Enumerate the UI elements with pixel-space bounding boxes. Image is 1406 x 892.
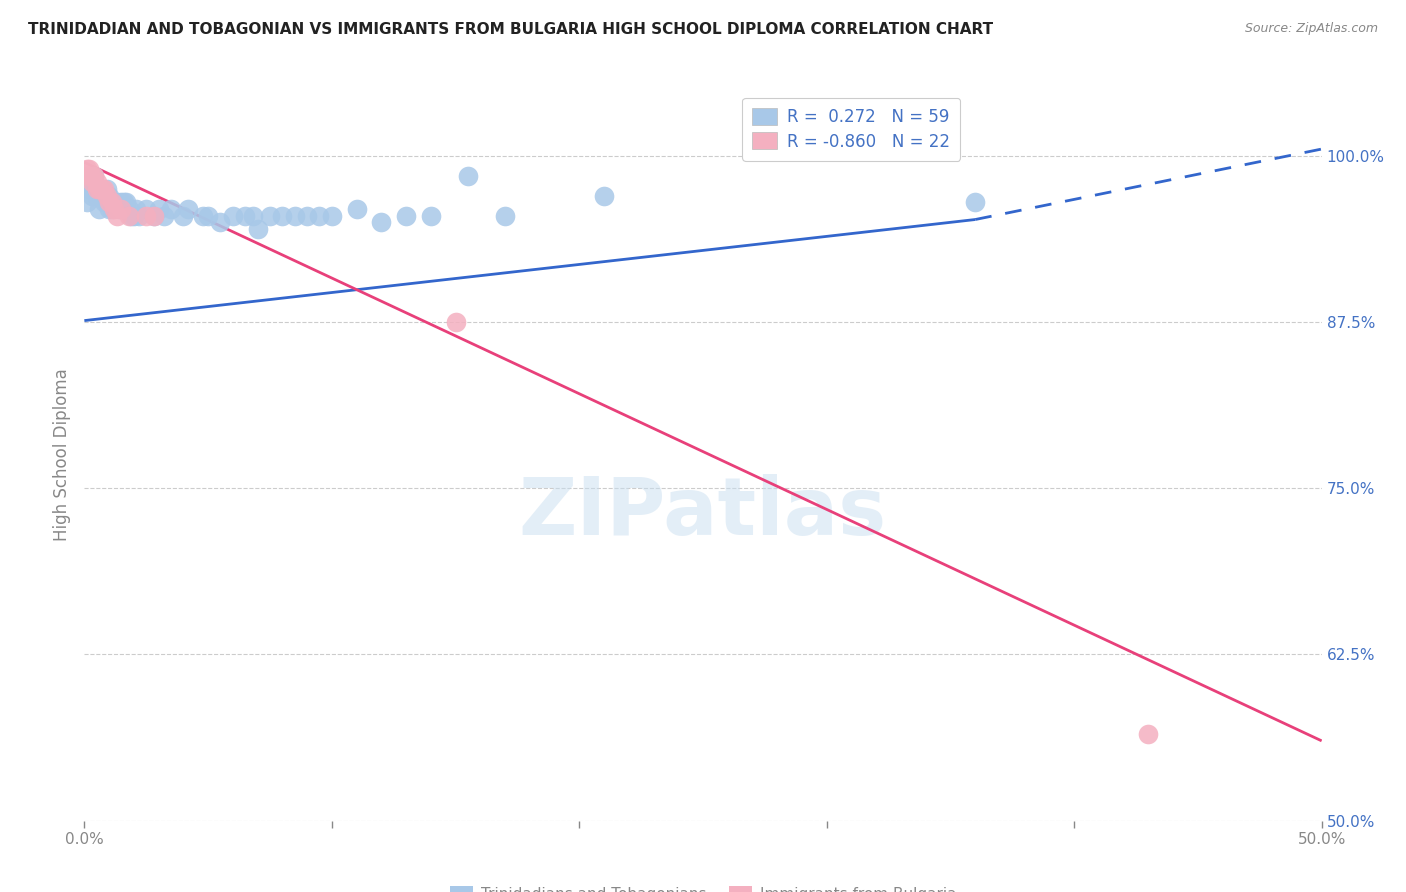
Point xyxy=(419,209,441,223)
Point xyxy=(98,188,121,202)
Point xyxy=(233,209,256,223)
Point xyxy=(242,209,264,223)
Point xyxy=(222,209,245,223)
Point xyxy=(965,195,987,210)
Point xyxy=(98,195,121,210)
Point xyxy=(209,215,232,229)
Point xyxy=(152,209,174,223)
Point xyxy=(103,202,125,216)
Point xyxy=(259,209,281,223)
Point xyxy=(142,209,165,223)
Point xyxy=(160,202,183,216)
Legend: Trinidadians and Tobagonians, Immigrants from Bulgaria: Trinidadians and Tobagonians, Immigrants… xyxy=(444,880,962,892)
Point xyxy=(118,209,141,223)
Point xyxy=(148,202,170,216)
Point xyxy=(122,209,145,223)
Point xyxy=(103,195,125,210)
Point xyxy=(83,169,105,183)
Point xyxy=(86,188,108,202)
Point xyxy=(177,202,200,216)
Point xyxy=(100,195,122,210)
Point xyxy=(246,222,269,236)
Point xyxy=(89,182,111,196)
Point xyxy=(108,202,131,216)
Point xyxy=(90,182,112,196)
Point xyxy=(83,182,105,196)
Point xyxy=(100,195,122,210)
Point xyxy=(76,195,98,210)
Point xyxy=(142,209,165,223)
Point xyxy=(370,215,392,229)
Point xyxy=(110,195,132,210)
Point xyxy=(321,209,343,223)
Point xyxy=(96,188,118,202)
Point xyxy=(80,169,103,183)
Point xyxy=(86,175,108,189)
Point xyxy=(110,202,132,216)
Y-axis label: High School Diploma: High School Diploma xyxy=(53,368,72,541)
Point xyxy=(89,202,111,216)
Point xyxy=(118,202,141,216)
Point xyxy=(135,209,157,223)
Point xyxy=(120,209,142,223)
Text: TRINIDADIAN AND TOBAGONIAN VS IMMIGRANTS FROM BULGARIA HIGH SCHOOL DIPLOMA CORRE: TRINIDADIAN AND TOBAGONIAN VS IMMIGRANTS… xyxy=(28,22,993,37)
Point xyxy=(105,209,128,223)
Point xyxy=(80,182,103,196)
Point xyxy=(83,169,105,183)
Point xyxy=(96,182,118,196)
Point xyxy=(308,209,330,223)
Point xyxy=(494,209,516,223)
Point xyxy=(98,202,121,216)
Point xyxy=(93,195,115,210)
Point xyxy=(1137,727,1160,741)
Point xyxy=(76,161,98,176)
Point xyxy=(80,175,103,189)
Point xyxy=(90,188,112,202)
Point xyxy=(191,209,214,223)
Point xyxy=(271,209,294,223)
Point xyxy=(93,188,115,202)
Point xyxy=(593,188,616,202)
Point xyxy=(89,182,111,196)
Point xyxy=(86,182,108,196)
Point xyxy=(295,209,318,223)
Point xyxy=(79,169,101,183)
Text: Source: ZipAtlas.com: Source: ZipAtlas.com xyxy=(1244,22,1378,36)
Point xyxy=(135,202,157,216)
Point xyxy=(86,182,108,196)
Point xyxy=(115,195,138,210)
Point xyxy=(80,188,103,202)
Point xyxy=(125,202,148,216)
Point xyxy=(395,209,418,223)
Point xyxy=(96,195,118,210)
Point xyxy=(90,182,112,196)
Point xyxy=(105,195,128,210)
Point xyxy=(93,182,115,196)
Point xyxy=(346,202,368,216)
Point xyxy=(79,182,101,196)
Point xyxy=(100,202,122,216)
Point xyxy=(112,195,135,210)
Point xyxy=(79,161,101,176)
Point xyxy=(128,209,150,223)
Point xyxy=(284,209,307,223)
Point xyxy=(444,315,467,329)
Point xyxy=(457,169,479,183)
Text: ZIPatlas: ZIPatlas xyxy=(519,475,887,552)
Point xyxy=(197,209,219,223)
Point xyxy=(172,209,194,223)
